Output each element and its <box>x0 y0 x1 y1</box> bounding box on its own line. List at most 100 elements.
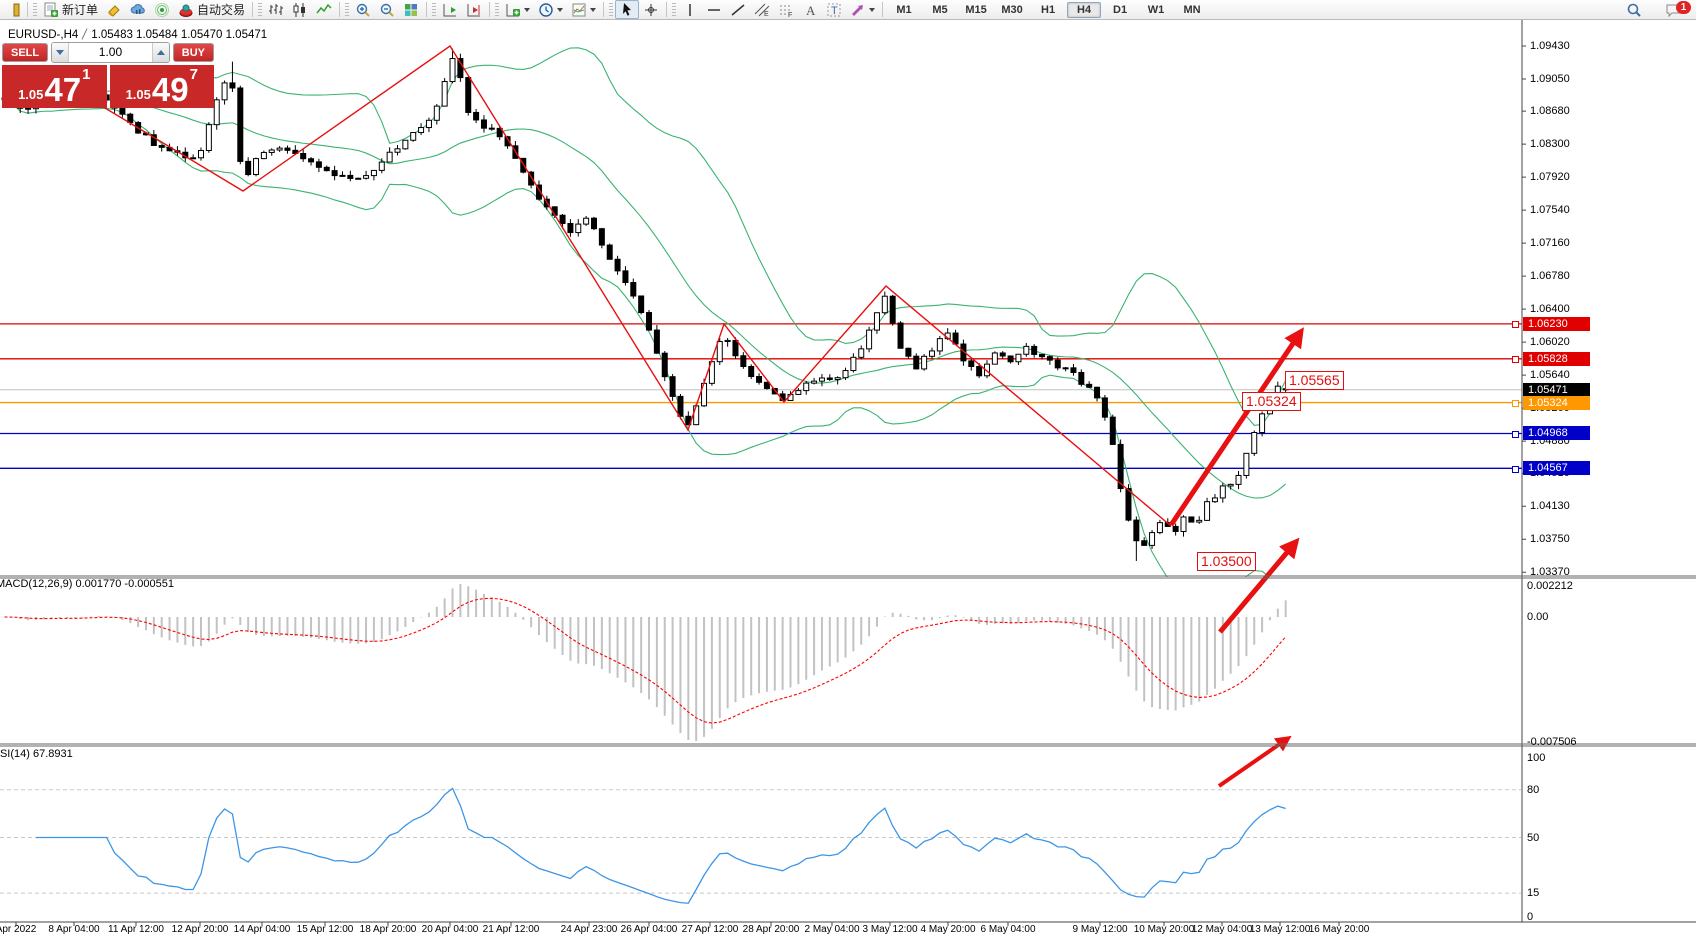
x-axis-time-label: Apr 2022 <box>0 924 37 935</box>
triangle-up-icon <box>156 50 165 55</box>
tile-windows-icon <box>403 2 419 18</box>
toolbar-drag-handle[interactable] <box>33 3 37 16</box>
cloud-icon <box>130 2 146 18</box>
toolbar-tile-windows-button[interactable] <box>399 0 423 19</box>
volume-decrease-button[interactable] <box>52 43 70 62</box>
toolbar-drag-handle[interactable] <box>258 3 263 16</box>
search-icon <box>1626 2 1642 18</box>
dropdown-caret-icon[interactable] <box>869 7 876 12</box>
macd-axis-label: -0.007506 <box>1527 736 1577 748</box>
candlestick-series <box>1 48 1289 561</box>
x-axis-time-label: 28 Apr 20:00 <box>742 924 800 935</box>
toolbar-separator <box>426 2 428 17</box>
toolbar-label-t-button[interactable]: T <box>822 0 846 19</box>
zigzag-trendline-drawing[interactable] <box>84 45 1172 527</box>
timeframe-h4-button[interactable]: H4 <box>1067 1 1102 18</box>
timeframe-d1-button[interactable]: D1 <box>1113 3 1128 16</box>
buy-button[interactable]: BUY <box>172 43 214 62</box>
toolbar-hline-button[interactable] <box>702 0 726 19</box>
notifications-button[interactable]: 1 <box>1660 0 1691 19</box>
chart-partial-icon <box>4 2 20 18</box>
triangle-down-icon <box>56 50 65 55</box>
dropdown-caret-icon[interactable] <box>590 7 597 12</box>
toolbar-drag-handle[interactable] <box>432 3 437 16</box>
toolbar-candles-chart-button[interactable] <box>288 0 312 19</box>
y-axis-tick-label: 1.06020 <box>1530 336 1570 349</box>
search-button[interactable] <box>1622 0 1646 19</box>
svg-text:E: E <box>764 11 769 18</box>
x-axis-time-label: 16 May 20:00 <box>1308 924 1370 935</box>
volume-stepper[interactable]: 1.00 <box>51 42 170 63</box>
toolbar-drag-handle[interactable] <box>672 3 677 16</box>
tab-edge <box>81 28 88 40</box>
timeframe-m1-button[interactable]: M1 <box>896 3 912 16</box>
toolbar-new-order-button[interactable]: 新订单 <box>39 0 102 19</box>
toolbar-drag-handle[interactable] <box>495 3 500 16</box>
sell-button[interactable]: SELL <box>2 43 49 62</box>
toolbar-zoom-in-button[interactable] <box>351 0 375 19</box>
chart-autoscroll-icon <box>466 2 482 18</box>
toolbar-chart-partial-button[interactable] <box>0 0 24 19</box>
price-annotation[interactable]: 1.05565 <box>1285 371 1344 390</box>
pane-frame <box>0 20 1696 926</box>
volume-input[interactable]: 1.00 <box>98 45 123 59</box>
timeframe-mn-button[interactable]: MN <box>1183 3 1201 16</box>
toolbar-separator <box>882 2 884 17</box>
timeframe-m5-button[interactable]: M5 <box>932 3 948 16</box>
toolbar-drag-handle[interactable] <box>345 3 350 16</box>
line-anchor-square <box>1512 400 1519 408</box>
timeframe-m15-button[interactable]: M15 <box>965 3 987 16</box>
toolbar-vline-button[interactable] <box>678 0 702 19</box>
timeframe-w1-button[interactable]: W1 <box>1147 3 1165 16</box>
x-axis-time-label: 14 Apr 04:00 <box>233 924 291 935</box>
timeframe-h1-button[interactable]: H1 <box>1041 3 1056 16</box>
dropdown-caret-icon[interactable] <box>524 7 531 12</box>
y-axis-tick-label: 1.09050 <box>1530 72 1570 85</box>
price-axis-badge: 1.05828 <box>1523 351 1590 366</box>
toolbar-text-a-button[interactable]: A <box>798 0 822 19</box>
toolbar-autotrade-button[interactable]: 自动交易 <box>174 0 249 19</box>
y-axis-tick-label: 1.09430 <box>1530 40 1570 52</box>
shapes-icon <box>850 2 866 18</box>
toolbar-eraser-button[interactable] <box>102 0 126 19</box>
toolbar-channel-button[interactable]: E <box>750 0 774 19</box>
timeframe-m30-button[interactable]: M30 <box>1001 3 1023 16</box>
toolbar-line-chart-button[interactable] <box>312 0 336 19</box>
toolbar-trendline-button[interactable] <box>726 0 750 19</box>
chart-area[interactable]: 1.09430 1.09050 1.08680 1.08300 1.07920 1.075… <box>0 20 1696 938</box>
toolbar-template-chart-button[interactable] <box>567 0 600 19</box>
trend-arrow-drawings[interactable] <box>1168 327 1304 788</box>
toolbar-cursor-button[interactable] <box>615 0 640 19</box>
toolbar-chart-shift-button[interactable] <box>438 0 462 19</box>
sell-price-pip: 1 <box>82 66 91 83</box>
autotrade-icon <box>178 2 194 18</box>
x-axis-time-label: 9 May 12:00 <box>1072 924 1128 935</box>
toolbar-shapes-button[interactable] <box>846 0 879 19</box>
toolbar-add-indicator-button[interactable] <box>501 0 534 19</box>
toolbar-signal-button[interactable] <box>150 0 174 19</box>
toolbar-zoom-out-button[interactable] <box>375 0 399 19</box>
chart-title: EURUSD-,H4 1.05483 1.05484 1.05470 1.0547… <box>8 28 267 41</box>
line-chart-icon <box>316 2 332 18</box>
sell-price-display[interactable]: 1.05 47 1 <box>2 65 107 108</box>
add-indicator-icon <box>505 2 521 18</box>
toolbar-fibonacci-button[interactable]: F <box>774 0 798 19</box>
hline-icon <box>706 2 722 18</box>
volume-increase-button[interactable] <box>151 43 169 62</box>
buy-price-display[interactable]: 1.05 49 7 <box>109 65 214 108</box>
new-order-icon <box>43 2 59 18</box>
toolbar-drag-handle[interactable] <box>609 3 614 16</box>
candles-chart-icon <box>292 2 308 18</box>
toolbar-crosshair-button[interactable] <box>639 0 663 19</box>
label-t-icon: T <box>826 2 842 18</box>
toolbar-bars-chart-button[interactable] <box>264 0 288 19</box>
price-axis-badge: 1.04567 <box>1523 461 1590 476</box>
toolbar-separator <box>339 2 341 17</box>
toolbar-period-clock-button[interactable] <box>534 0 567 19</box>
toolbar-cloud-button[interactable] <box>126 0 150 19</box>
toolbar-chart-autoscroll-button[interactable] <box>462 0 486 19</box>
price-annotation[interactable]: 1.05324 <box>1242 392 1301 411</box>
dropdown-caret-icon[interactable] <box>557 7 564 12</box>
price-annotation[interactable]: 1.03500 <box>1197 552 1256 571</box>
